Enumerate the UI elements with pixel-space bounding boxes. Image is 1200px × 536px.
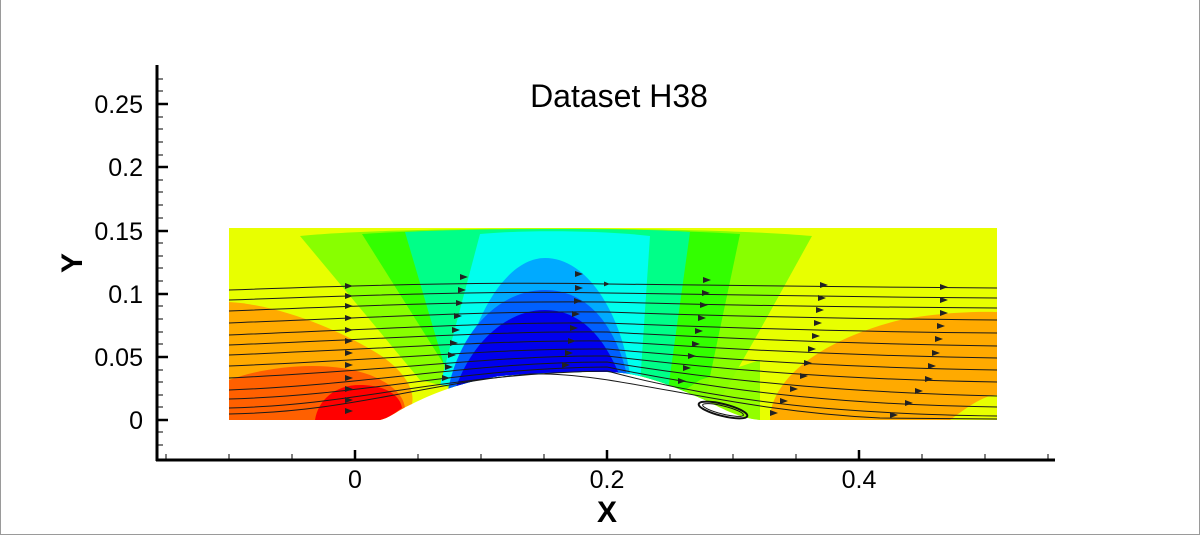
y-tick-label: 0.1 bbox=[108, 281, 143, 309]
y-tick-label: 0.2 bbox=[108, 154, 143, 182]
y-axis-title: Y bbox=[56, 253, 89, 273]
y-tick-label: 0.25 bbox=[94, 91, 143, 119]
y-tick-label: 0 bbox=[129, 407, 143, 435]
y-tick-labels: 0 0.05 0.1 0.15 0.2 0.25 bbox=[94, 91, 143, 435]
y-tick-label: 0.15 bbox=[94, 218, 143, 246]
x-axis-title: X bbox=[597, 496, 617, 529]
axes bbox=[155, 65, 1055, 462]
plot-title: Dataset H38 bbox=[530, 78, 708, 114]
y-tick-label: 0.05 bbox=[94, 344, 143, 372]
recirculation-bubble bbox=[697, 400, 749, 420]
x-tick-label: 0.4 bbox=[842, 466, 877, 494]
x-tick-label: 0.2 bbox=[590, 466, 625, 494]
x-tick-label: 0 bbox=[348, 466, 362, 494]
streamlines bbox=[228, 281, 998, 420]
streamline-arrows bbox=[345, 271, 948, 418]
x-tick-labels: 0 0.2 0.4 bbox=[348, 466, 876, 494]
